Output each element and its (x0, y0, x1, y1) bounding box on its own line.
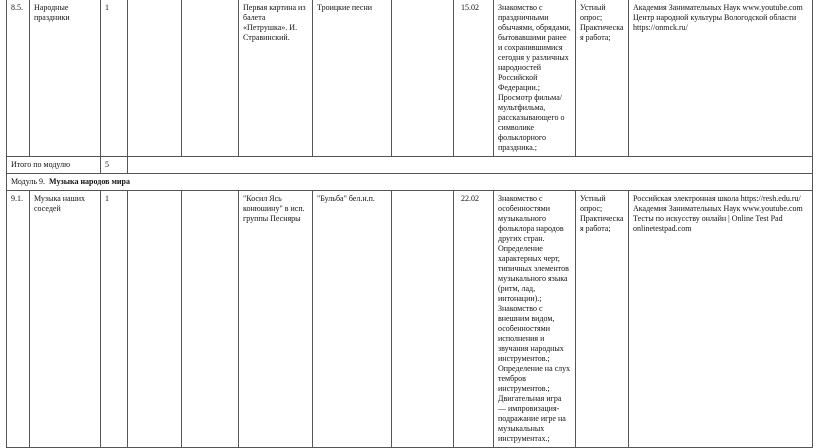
module-header: Модуль 9. Музыка народов мира (6, 173, 813, 191)
module-total-hours: 5 (100, 156, 128, 174)
empty-cell (391, 0, 454, 157)
empty-cell (127, 0, 182, 157)
empty-cell (391, 190, 454, 448)
empty-cell (181, 0, 239, 157)
date: 15.02 (453, 0, 494, 157)
module-total-label: Итого по модулю (6, 156, 101, 174)
resource-link[interactable]: Академия Занимательных Наук www.youtube.… (633, 204, 803, 213)
control-forms: Устный опрос; Практическая работа; (575, 190, 629, 448)
resources: Академия Занимательных Наук www.youtube.… (628, 0, 813, 157)
resource-link[interactable]: Тесты по искусству онлайн | Online Test … (633, 214, 783, 233)
empty-cell (181, 190, 239, 448)
resource-link[interactable]: Российская электронная школа https://res… (633, 194, 801, 203)
empty-cell (127, 156, 813, 174)
control-forms: Устный опрос; Практическая работа; (575, 0, 629, 157)
table-row: 8.5. Народные праздники 1 Первая картина… (6, 0, 813, 157)
activities: Знакомство с особенностями музыкального … (493, 190, 576, 448)
resources: Российская электронная школа https://res… (628, 190, 813, 448)
topic: Народные праздники (29, 0, 101, 157)
singing-repertoire: Троицкие песни (312, 0, 392, 157)
module-header-row: Модуль 9. Музыка народов мира (6, 173, 813, 191)
resource-link[interactable]: Центр народной культуры Вологодской обла… (633, 13, 797, 32)
date: 22.02 (453, 190, 494, 448)
row-number: 9.1. (6, 190, 30, 448)
activities: Знакомство с праздничными обычаями, обря… (493, 0, 576, 157)
hours: 1 (100, 0, 128, 157)
module-total-row: Итого по модулю 5 (6, 156, 813, 174)
listening-repertoire: "Косил Ясь конюшину" в исп. группы Песня… (238, 190, 313, 448)
empty-cell (127, 190, 182, 448)
hours: 1 (100, 190, 128, 448)
listening-repertoire: Первая картина из балета «Петрушка». И. … (238, 0, 313, 157)
module-title: Музыка народов мира (49, 177, 130, 186)
topic: Музыка наших соседей (29, 190, 101, 448)
table-row: 9.1. Музыка наших соседей 1 "Косил Ясь к… (6, 190, 813, 448)
row-number: 8.5. (6, 0, 30, 157)
curriculum-table: 8.5. Народные праздники 1 Первая картина… (6, 0, 813, 448)
module-prefix: Модуль 9. (11, 177, 46, 186)
singing-repertoire: "Бульба" бел.н.п. (312, 190, 392, 448)
resource-link[interactable]: Академия Занимательных Наук www.youtube.… (633, 3, 803, 12)
